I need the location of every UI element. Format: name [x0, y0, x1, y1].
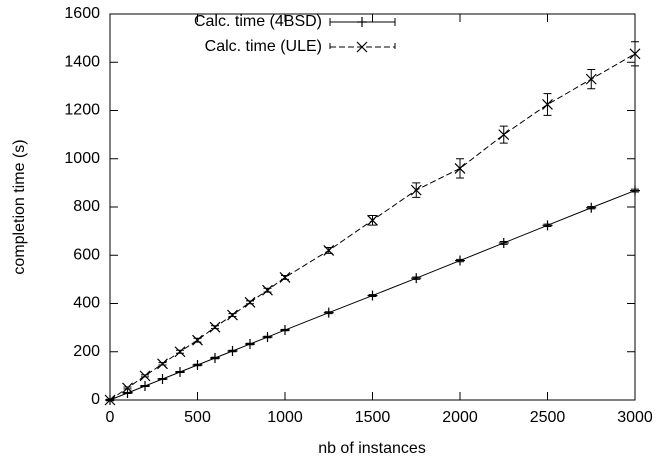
data-point [104, 394, 116, 406]
y-tick-label: 400 [73, 295, 100, 312]
data-point [454, 162, 466, 174]
data-point [262, 284, 273, 296]
data-point [244, 296, 256, 308]
data-point [280, 325, 290, 336]
x-axis-label: nb of instances [318, 440, 426, 457]
data-point [122, 388, 133, 399]
data-point [227, 346, 238, 357]
y-tick-label: 200 [73, 343, 100, 360]
x-tick-label: 2500 [530, 409, 566, 426]
y-axis-label: completion time (s) [11, 139, 28, 274]
data-point [630, 185, 640, 196]
y-tick-label: 600 [73, 246, 100, 263]
x-tick-label: 3000 [617, 409, 653, 426]
data-point [245, 339, 255, 350]
data-point [455, 255, 465, 266]
x-tick-label: 1000 [267, 409, 303, 426]
y-tick-label: 1600 [64, 5, 100, 22]
data-point [279, 272, 291, 283]
legend-label: Calc. time (4BSD) [194, 13, 322, 30]
data-point [174, 346, 186, 358]
data-point [139, 370, 151, 382]
x-tick-label: 500 [184, 409, 211, 426]
data-point [157, 358, 168, 370]
x-tick-label: 2000 [442, 409, 478, 426]
y-tick-label: 1200 [64, 102, 100, 119]
data-point [262, 332, 273, 343]
data-point [192, 360, 203, 371]
data-point [157, 374, 168, 385]
data-point [629, 48, 641, 60]
data-point [498, 237, 509, 248]
data-point [210, 353, 220, 364]
data-point [367, 290, 378, 301]
legend-marker [356, 41, 368, 53]
plot-frame [109, 13, 636, 401]
data-point [498, 129, 510, 141]
legend-marker [357, 17, 367, 27]
data-point [209, 321, 221, 333]
legend-label: Calc. time (ULE) [205, 38, 322, 55]
data-point [140, 381, 150, 392]
data-point [585, 73, 597, 85]
data-point [192, 334, 203, 346]
series-line [109, 53, 636, 401]
data-point [410, 184, 422, 196]
y-tick-label: 1000 [64, 150, 100, 167]
data-point [122, 382, 133, 394]
data-point [411, 273, 422, 284]
y-tick-label: 1400 [64, 53, 100, 70]
data-point [542, 99, 553, 110]
data-point [175, 367, 185, 378]
x-tick-label: 1500 [355, 409, 391, 426]
data-point [542, 220, 553, 231]
data-point [323, 307, 334, 318]
y-tick-label: 800 [73, 198, 100, 215]
data-point [367, 214, 378, 226]
data-point [323, 245, 335, 256]
y-tick-label: 0 [91, 391, 100, 408]
data-point [227, 309, 238, 321]
data-point [586, 202, 597, 213]
x-tick-label: 0 [106, 409, 115, 426]
